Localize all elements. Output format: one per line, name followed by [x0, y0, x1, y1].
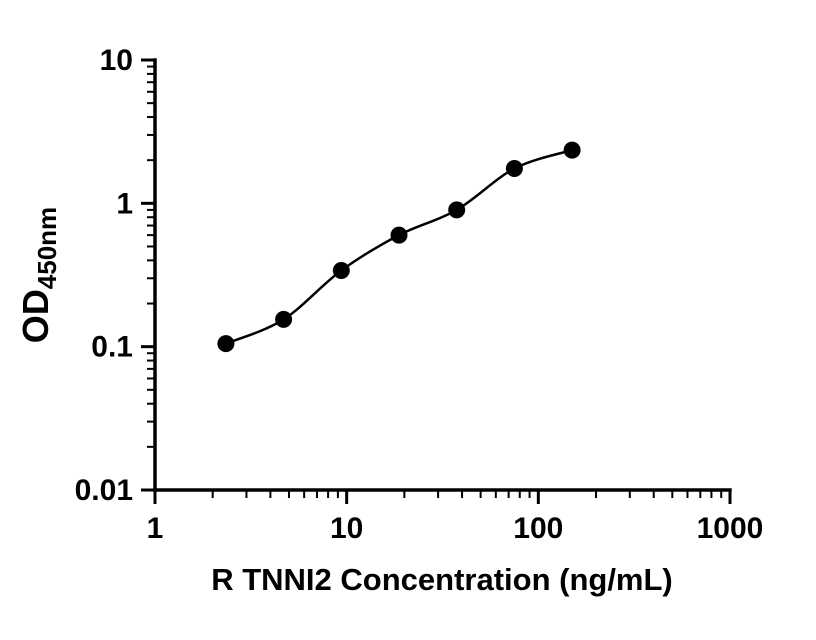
x-axis-title: R TNNI2 Concentration (ng/mL) — [211, 562, 673, 597]
y-tick-label: 0.1 — [91, 331, 133, 364]
tick-labels: 1 10 100 1000 0.01 0.1 1 10 — [75, 44, 764, 545]
data-point — [505, 160, 523, 177]
x-tick-label: 1000 — [697, 512, 764, 545]
y-axis-title-sub: 450nm — [32, 207, 62, 289]
y-axis-title: OD450nm — [15, 207, 62, 343]
x-tick-label: 10 — [330, 512, 363, 545]
x-tick-label: 1 — [147, 512, 164, 545]
data-point — [275, 310, 293, 328]
y-axis-title-main: OD — [15, 289, 56, 343]
data-point — [448, 201, 466, 219]
y-tick-label: 0.01 — [75, 474, 133, 507]
data-point — [217, 335, 235, 353]
axis-ticks — [141, 58, 732, 504]
x-tick-label: 100 — [513, 512, 563, 545]
y-tick-label: 10 — [100, 44, 133, 77]
data-point — [390, 226, 408, 244]
axis-lines — [153, 58, 732, 492]
y-tick-label: 1 — [116, 187, 133, 220]
data-point — [332, 262, 350, 279]
data-point — [563, 141, 581, 159]
data-series — [217, 141, 581, 353]
